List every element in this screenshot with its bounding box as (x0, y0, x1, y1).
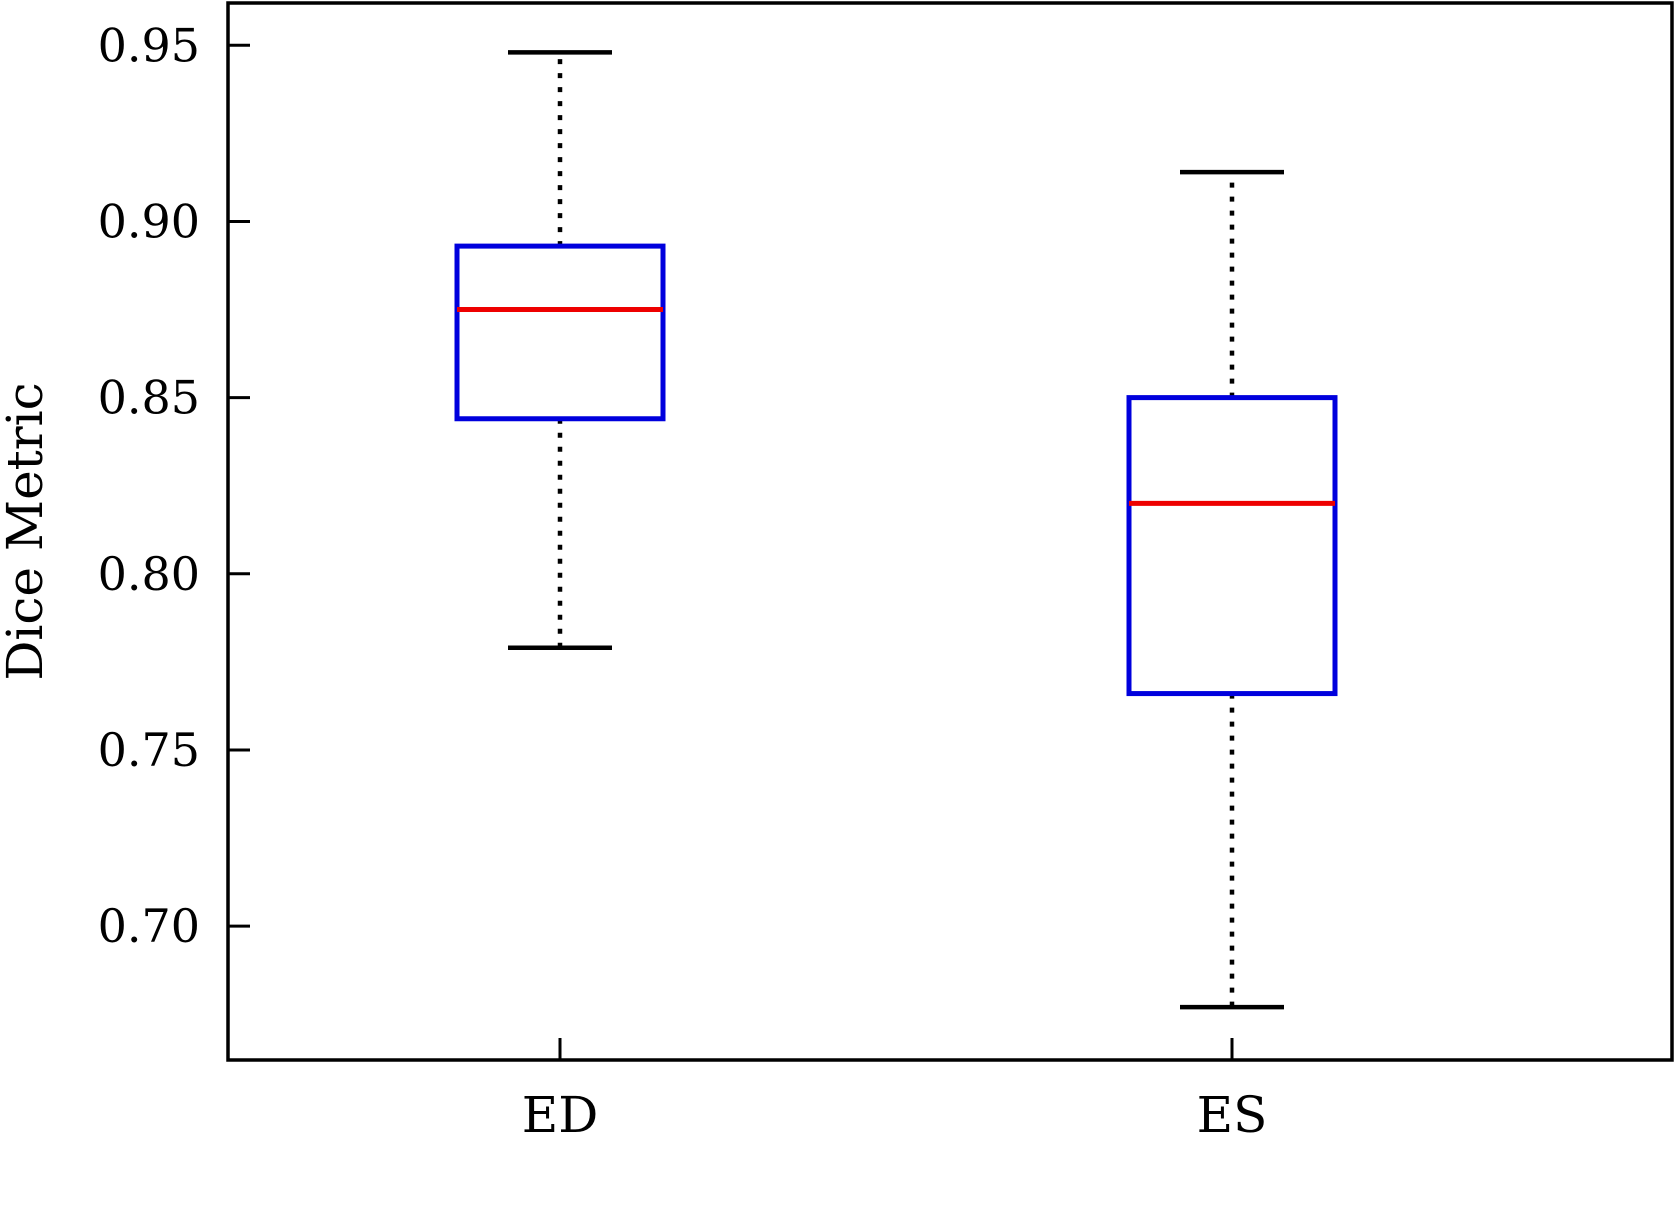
y-axis-label: Dice Metric (0, 382, 54, 680)
y-tick-label: 0.75 (98, 723, 200, 777)
box-ED (454, 243, 666, 422)
plot-frame (226, 1, 1674, 1062)
x-tick-label-ED: ED (522, 1086, 599, 1144)
y-tick-label: 0.70 (98, 899, 200, 953)
x-tick-label-ES: ES (1197, 1086, 1268, 1144)
y-tick-label: 0.95 (98, 18, 200, 72)
y-tick-label: 0.90 (98, 194, 200, 248)
y-tick-label: 0.85 (98, 371, 200, 425)
y-tick-label: 0.80 (98, 547, 200, 601)
box-ES (1126, 395, 1338, 697)
